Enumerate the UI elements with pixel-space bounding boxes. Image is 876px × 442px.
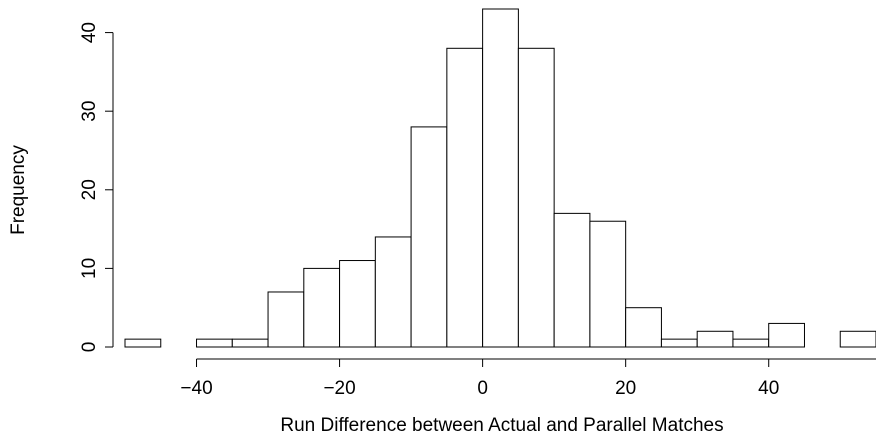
histogram-bar (267, 291, 305, 348)
histogram-bar (660, 338, 698, 348)
x-tick-label: 20 (615, 378, 636, 399)
x-axis: −40 −20 0 20 40 (180, 358, 876, 399)
histogram-bar (517, 47, 555, 348)
x-tick-label: −40 (180, 378, 212, 399)
histogram-bar (839, 330, 876, 348)
y-tick-label: 0 (79, 342, 100, 353)
histogram-bars (124, 8, 876, 348)
x-tick-label: 0 (477, 378, 488, 399)
histogram-bar (589, 220, 627, 348)
histogram-bar (231, 338, 269, 348)
x-axis-label: Run Difference between Actual and Parall… (280, 415, 723, 436)
x-tick-label: −20 (323, 378, 355, 399)
histogram-bar (339, 260, 376, 348)
histogram-bar (196, 338, 233, 348)
histogram-bar (553, 212, 591, 348)
histogram-bar (124, 338, 162, 348)
histogram-bar (446, 47, 484, 348)
histogram-bar (410, 126, 448, 348)
y-tick-label: 40 (79, 22, 100, 43)
histogram-bar (374, 236, 412, 348)
histogram-bar (625, 307, 662, 348)
y-axis-label: Frequency (8, 145, 29, 235)
histogram-bar (303, 267, 341, 348)
y-tick-label: 20 (79, 179, 100, 200)
y-axis: 0 10 20 30 40 (79, 22, 114, 353)
y-tick-label: 10 (79, 258, 100, 279)
histogram-bar (768, 322, 805, 348)
x-tick-label: 40 (758, 378, 779, 399)
histogram-bar (696, 330, 734, 348)
histogram-bar (482, 8, 519, 348)
histogram-bar (732, 338, 770, 348)
y-tick-label: 30 (79, 101, 100, 122)
